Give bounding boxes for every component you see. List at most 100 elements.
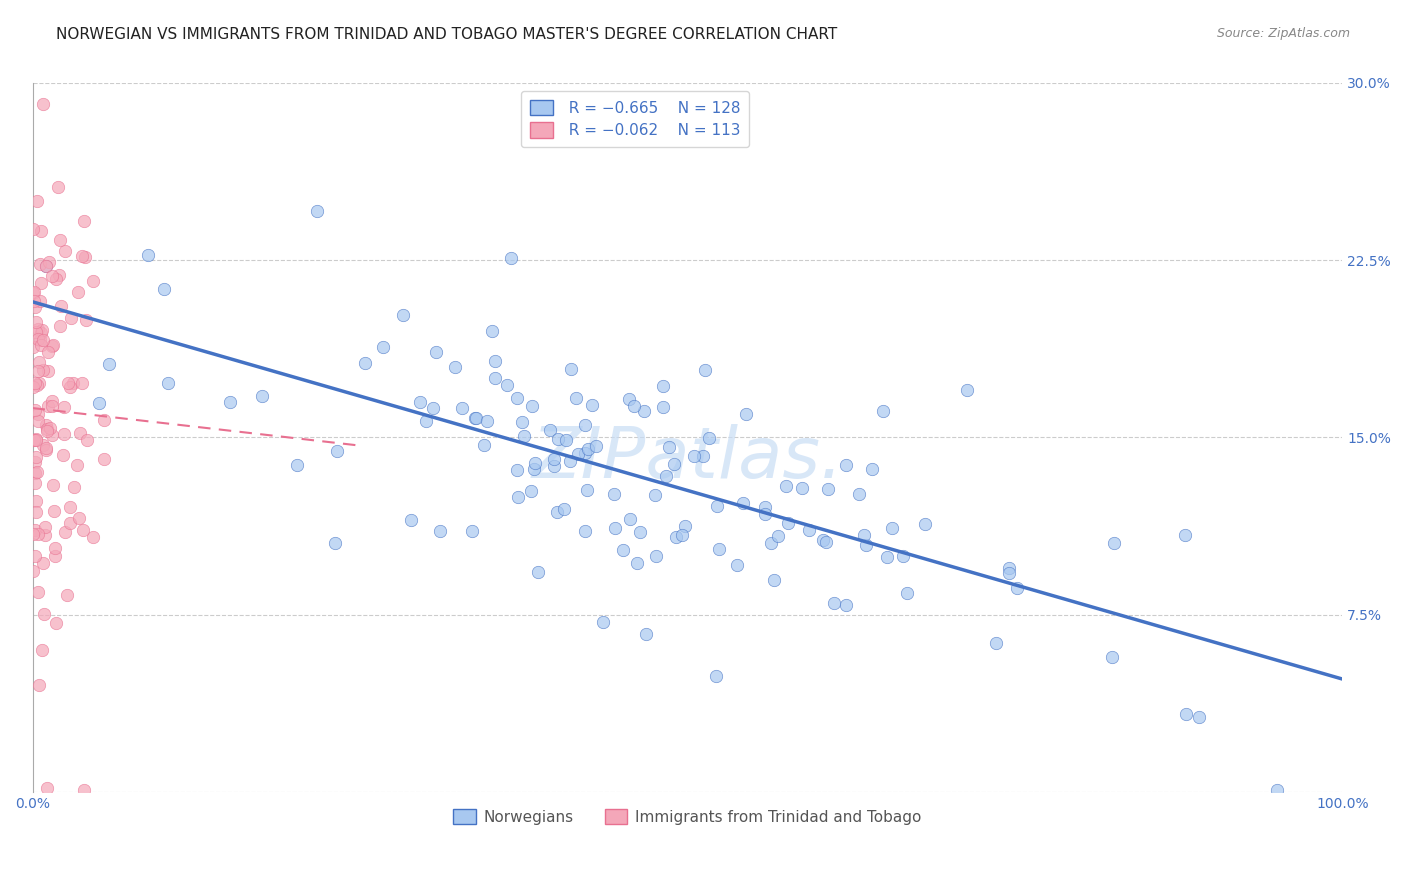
Point xyxy=(72,249,94,263)
Point xyxy=(41,399,63,413)
Point xyxy=(24,402,46,417)
Point xyxy=(429,524,451,538)
Point xyxy=(671,528,693,542)
Point xyxy=(22,222,45,236)
Point xyxy=(27,355,49,369)
Point xyxy=(24,434,46,448)
Point xyxy=(581,398,603,412)
Point xyxy=(538,423,561,437)
Point xyxy=(574,524,596,538)
Point xyxy=(896,586,918,600)
Point xyxy=(1174,528,1197,542)
Point xyxy=(59,500,82,515)
Point xyxy=(49,318,72,333)
Point xyxy=(59,516,82,530)
Point xyxy=(287,458,309,473)
Point xyxy=(371,340,394,354)
Point xyxy=(22,564,45,578)
Point xyxy=(655,468,678,483)
Point xyxy=(634,627,657,641)
Point xyxy=(24,433,46,447)
Point xyxy=(31,323,53,337)
Point xyxy=(41,393,63,408)
Point xyxy=(880,521,903,535)
Point xyxy=(526,565,548,579)
Point xyxy=(93,451,115,466)
Point xyxy=(22,285,45,300)
Point xyxy=(704,669,727,683)
Point xyxy=(633,403,655,417)
Point xyxy=(25,505,48,519)
Point xyxy=(41,427,63,442)
Point xyxy=(305,203,328,218)
Point xyxy=(30,223,52,237)
Point xyxy=(891,549,914,563)
Point xyxy=(28,257,51,271)
Point xyxy=(554,433,576,447)
Point xyxy=(44,541,66,555)
Point xyxy=(484,354,506,368)
Point xyxy=(45,271,67,285)
Point xyxy=(25,450,48,464)
Point xyxy=(44,504,66,518)
Point xyxy=(853,528,876,542)
Point xyxy=(422,401,444,415)
Point xyxy=(31,438,53,452)
Text: ZIPatlas.: ZIPatlas. xyxy=(531,425,844,493)
Point xyxy=(28,333,51,347)
Point xyxy=(56,588,79,602)
Point xyxy=(817,483,839,497)
Point xyxy=(42,477,65,491)
Point xyxy=(27,465,49,479)
Point xyxy=(27,322,49,336)
Point xyxy=(547,432,569,446)
Point xyxy=(565,392,588,406)
Point xyxy=(506,391,529,405)
Point xyxy=(683,449,706,463)
Point xyxy=(543,459,565,474)
Point xyxy=(811,533,834,548)
Point xyxy=(24,454,46,468)
Point xyxy=(651,400,673,414)
Point xyxy=(603,487,626,501)
Point xyxy=(219,395,242,409)
Point xyxy=(24,475,46,490)
Point xyxy=(759,536,782,550)
Point xyxy=(24,300,46,314)
Point xyxy=(560,361,582,376)
Point xyxy=(34,520,56,534)
Point xyxy=(25,194,48,208)
Point xyxy=(67,511,90,525)
Point xyxy=(87,396,110,410)
Point xyxy=(35,417,58,432)
Point xyxy=(37,345,59,359)
Point xyxy=(619,512,641,526)
Point xyxy=(25,493,48,508)
Point xyxy=(48,233,70,247)
Point xyxy=(53,426,76,441)
Point xyxy=(956,383,979,397)
Point xyxy=(860,461,883,475)
Point xyxy=(72,523,94,537)
Text: Source: ZipAtlas.com: Source: ZipAtlas.com xyxy=(1216,27,1350,40)
Point xyxy=(25,378,48,392)
Point xyxy=(506,463,529,477)
Point xyxy=(69,425,91,440)
Point xyxy=(733,496,755,510)
Point xyxy=(73,214,96,228)
Point xyxy=(665,530,688,544)
Point xyxy=(484,371,506,385)
Point xyxy=(35,422,58,436)
Point xyxy=(22,285,45,300)
Point xyxy=(45,615,67,630)
Point xyxy=(523,456,546,470)
Point xyxy=(475,415,498,429)
Point xyxy=(585,439,607,453)
Point xyxy=(443,359,465,374)
Point xyxy=(612,543,634,558)
Point xyxy=(707,541,730,556)
Legend: Norwegians, Immigrants from Trinidad and Tobago: Norwegians, Immigrants from Trinidad and… xyxy=(444,799,931,834)
Point xyxy=(510,415,533,429)
Point xyxy=(876,550,898,565)
Point xyxy=(1265,782,1288,797)
